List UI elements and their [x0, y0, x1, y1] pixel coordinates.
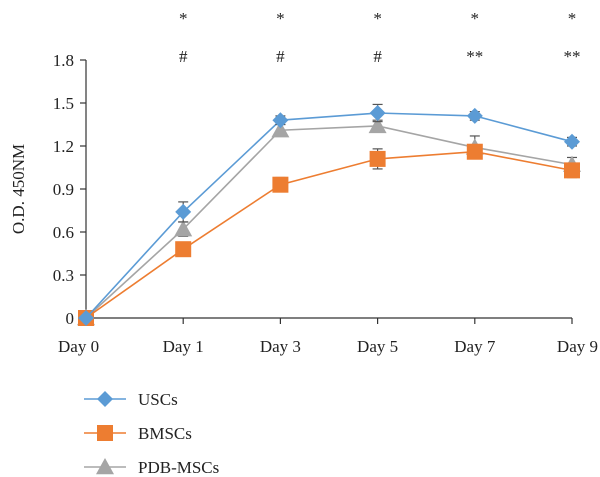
y-tick-label: 0.3 [53, 266, 74, 285]
legend-marker-pdb-mscs [96, 458, 114, 475]
annotation-star: * [568, 9, 577, 28]
legend-item-bmscs: BMSCs [84, 424, 192, 443]
legend-label-bmscs: BMSCs [138, 424, 192, 443]
x-tick-label: Day 7 [454, 337, 496, 356]
x-tick-label: Day 9 [557, 337, 598, 356]
data-point-pdb-mscs [271, 121, 290, 138]
y-tick-label: 1.8 [53, 51, 74, 70]
data-point-uscs [78, 310, 94, 326]
annotation-star: * [179, 9, 188, 28]
y-axis: 0 0.3 0.6 0.9 1.2 1.5 1.8 [53, 51, 87, 328]
y-tick-label: 0 [66, 309, 75, 328]
annotation-mark: ** [466, 47, 483, 66]
legend-item-uscs: USCs [84, 390, 178, 409]
data-point-bmscs [564, 162, 580, 179]
series-line-pdb-mscs [85, 125, 573, 319]
data-point-pdb-mscs [368, 116, 387, 134]
annotation-mark: # [179, 47, 188, 66]
annotation-mark: ** [564, 47, 581, 66]
significance-annotations: * * * * *# # # ** ** [179, 9, 581, 66]
data-point-bmscs [175, 241, 192, 258]
series-line-uscs [85, 112, 573, 319]
annotation-star: * [471, 9, 480, 28]
data-point-uscs [369, 105, 386, 122]
legend-item-pdb-mscs: PDB-MSCs [84, 458, 219, 477]
series-bmscs [78, 143, 580, 326]
data-point-uscs [272, 112, 289, 129]
data-point-uscs [175, 203, 192, 220]
x-tick-label: Day 5 [357, 337, 398, 356]
legend-marker-bmscs [97, 425, 113, 441]
data-point-uscs [564, 133, 580, 150]
series-line-bmscs [85, 150, 573, 319]
data-point-bmscs [466, 143, 483, 160]
annotation-mark: # [373, 47, 382, 66]
annotation-mark: # [276, 47, 285, 66]
x-tick-label: Day 3 [260, 337, 301, 356]
y-tick-label: 0.6 [53, 223, 74, 242]
series-pdb-mscs [77, 116, 581, 326]
y-axis-title: O.D. 450NM [9, 144, 28, 234]
legend: USCs BMSCs PDB-MSCs [84, 390, 219, 477]
series-layer [77, 103, 581, 326]
y-tick-label: 0.9 [53, 180, 74, 199]
legend-label-uscs: USCs [138, 390, 178, 409]
legend-marker-uscs [97, 391, 113, 407]
y-tick-label: 1.5 [53, 94, 74, 113]
data-point-pdb-mscs [174, 220, 193, 237]
series-uscs [78, 103, 580, 326]
x-tick-label: Day 1 [163, 337, 204, 356]
data-point-bmscs [369, 150, 386, 167]
x-axis: Day 0 Day 1 Day 3 Day 5 Day 7 Day 9 [58, 317, 598, 356]
data-point-uscs [466, 107, 483, 124]
annotation-star: * [373, 9, 382, 28]
y-tick-label: 1.2 [53, 137, 74, 156]
data-point-bmscs [272, 176, 289, 193]
x-tick-label: Day 0 [58, 337, 99, 356]
annotation-star: * [276, 9, 285, 28]
legend-label-pdb-mscs: PDB-MSCs [138, 458, 219, 477]
